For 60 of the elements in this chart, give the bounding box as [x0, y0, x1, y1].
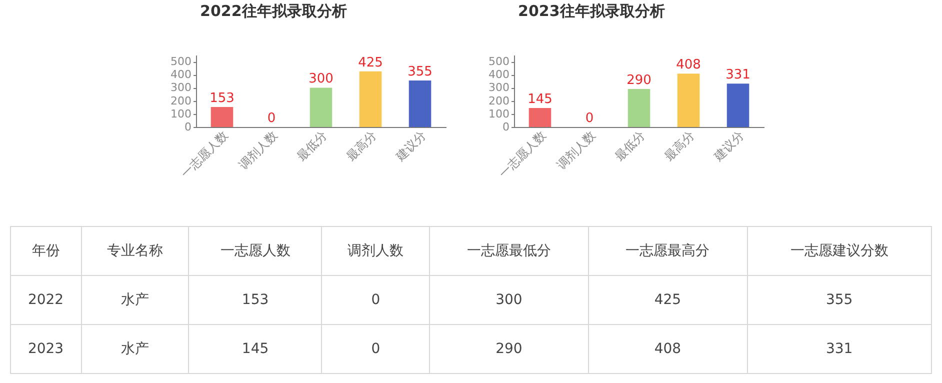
data-label: 0: [585, 111, 594, 126]
text: 408: [588, 324, 748, 374]
data-label: 331: [726, 68, 750, 83]
x-tick-label: 建议分: [392, 128, 428, 164]
data-label: 153: [210, 90, 234, 106]
x-tick-label: 建议分: [710, 128, 746, 164]
bar: [310, 88, 332, 127]
text: 水产: [81, 276, 189, 324]
text: 0: [322, 324, 430, 374]
text: 145: [188, 324, 322, 374]
data-label: 145: [528, 92, 552, 108]
y-tick-label: 400: [488, 68, 510, 82]
x-tick-label: 最低分: [612, 128, 648, 164]
data-label: 408: [676, 58, 701, 73]
data-label: 425: [358, 55, 383, 70]
data-label: 290: [626, 73, 652, 88]
y-tick-label: 0: [184, 120, 192, 134]
category-label: 年份: [10, 226, 82, 276]
y-tick-label: 300: [170, 81, 192, 94]
y-tick-label: 100: [170, 107, 192, 120]
text: 2022: [10, 276, 82, 324]
x-tick-label: 最高分: [344, 128, 379, 164]
category-label: 一志愿人数: [188, 226, 322, 276]
y-tick-label: 0: [502, 120, 510, 134]
bar: [528, 108, 552, 127]
bar: [628, 89, 650, 127]
text: 355: [747, 276, 932, 324]
text: 290: [430, 324, 588, 374]
y-tick-label: 400: [170, 68, 192, 82]
bar: [726, 84, 750, 127]
y-tick-label: 100: [488, 107, 510, 120]
chart-title: 2022往年拟录取分析: [200, 2, 347, 20]
category-label: 一志愿最高分: [588, 226, 748, 276]
text: 2023: [10, 324, 82, 374]
data-label: 355: [408, 64, 432, 80]
bar: [359, 71, 382, 127]
x-tick-label: 最高分: [662, 128, 697, 164]
x-tick-label: 最低分: [294, 128, 330, 164]
y-tick-label: 300: [488, 81, 510, 94]
data-label: 0: [267, 111, 276, 126]
y-tick-label: 200: [488, 94, 510, 108]
x-tick-label: 调剂人数: [236, 128, 280, 172]
chart-title: 2023往年拟录取分析: [518, 2, 665, 20]
data-label: 300: [308, 72, 334, 87]
bar: [408, 80, 432, 127]
bar: [210, 106, 234, 127]
y-tick-label: 200: [170, 94, 192, 108]
text: 425: [588, 276, 748, 324]
text: 水产: [81, 324, 189, 374]
category-label: 调剂人数: [322, 226, 430, 276]
category-label: 专业名称: [81, 226, 189, 276]
y-tick-label: 500: [488, 55, 510, 68]
category-label: 一志愿建议分数: [747, 226, 932, 276]
category-label: 一志愿最低分: [430, 226, 588, 276]
text: 331: [747, 324, 932, 374]
text: 0: [322, 276, 430, 324]
y-tick-label: 500: [170, 55, 192, 68]
x-tick-label: 调剂人数: [554, 128, 598, 172]
text: 153: [188, 276, 322, 324]
bar: [677, 74, 700, 127]
